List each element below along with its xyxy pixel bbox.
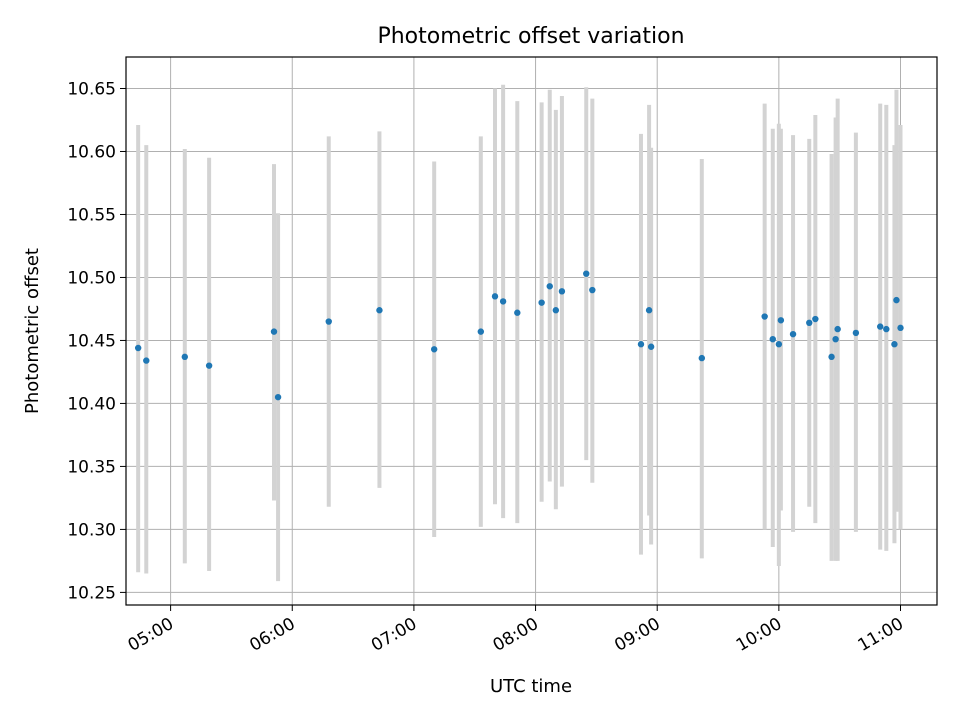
data-point (761, 313, 768, 320)
y-tick-label: 10.30 (67, 520, 116, 540)
data-point (891, 341, 898, 348)
data-point (637, 341, 645, 348)
y-tick-label: 10.40 (67, 394, 116, 414)
data-point (834, 325, 841, 333)
data-point (897, 324, 904, 332)
y-tick-label: 10.60 (67, 142, 116, 162)
plot-frame (125, 56, 938, 606)
data-point (376, 307, 383, 314)
data-point (645, 307, 653, 314)
data-point (589, 286, 596, 294)
data-point (883, 325, 890, 333)
y-tick-label: 10.55 (67, 205, 116, 225)
y-tick-label: 10.45 (67, 331, 116, 351)
data-point (270, 328, 278, 335)
data-point (538, 299, 545, 306)
data-point (806, 319, 813, 327)
data-point (499, 298, 507, 305)
data-point (558, 288, 566, 295)
y-axis-label: Photometric offset (22, 248, 43, 414)
y-tick-label: 10.50 (67, 268, 116, 288)
x-axis-label: UTC time (490, 676, 572, 697)
data-point (274, 393, 282, 401)
data-point (134, 344, 142, 352)
y-tick-label: 10.25 (67, 583, 116, 603)
data-point (552, 307, 560, 314)
y-axis: 10.25 10.30 10.35 10.40 10.45 10.50 10.55 10.60… (67, 79, 126, 603)
data-points (134, 270, 904, 401)
grid (126, 57, 937, 605)
data-point (583, 270, 590, 277)
data-point (775, 341, 783, 348)
data-point (205, 362, 213, 369)
data-point (852, 329, 860, 337)
data-point (477, 328, 485, 335)
data-point (812, 315, 819, 323)
data-point (430, 346, 438, 353)
data-point (877, 323, 884, 330)
data-point (143, 357, 150, 364)
y-tick-label: 10.65 (67, 79, 116, 99)
data-point (181, 353, 188, 361)
data-point (698, 354, 706, 362)
data-point (514, 309, 521, 316)
data-point (789, 330, 797, 338)
data-point (491, 293, 499, 300)
y-tick-label: 10.35 (67, 457, 116, 477)
data-point (832, 335, 839, 343)
chart-title: Photometric offset variation (377, 24, 684, 49)
data-point (777, 317, 785, 324)
data-point (325, 318, 332, 325)
data-point (893, 296, 900, 304)
data-point (769, 335, 776, 343)
data-point (647, 343, 655, 350)
data-point (828, 353, 835, 361)
data-point (546, 283, 553, 290)
